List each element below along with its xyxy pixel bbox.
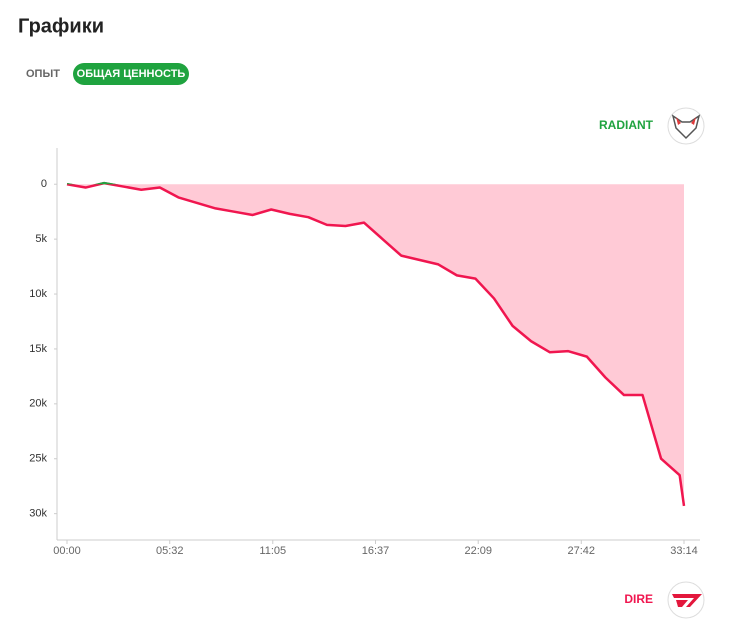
x-tick-label: 22:09 [464, 545, 492, 557]
x-tick-label: 33:14 [670, 545, 698, 557]
tab[interactable]: ОБЩАЯ ЦЕННОСТЬ [77, 68, 186, 80]
radiant-logo [667, 107, 705, 145]
dire-logo [667, 581, 705, 619]
area [67, 183, 684, 506]
team-label: RADIANT [599, 118, 654, 132]
team-label: DIRE [624, 592, 653, 606]
y-tick-label: 10k [29, 288, 47, 300]
dire-line [66, 181, 686, 507]
y-tick-label: 25k [29, 453, 47, 465]
tab-active-bg[interactable] [73, 63, 189, 85]
x-tick-label: 27:42 [568, 545, 596, 557]
page-title: Графики [18, 15, 104, 37]
y-tick-label: 20k [29, 398, 47, 410]
x-tick-label: 05:32 [156, 545, 184, 557]
y-tick-label: 0 [41, 178, 47, 190]
x-tick-label: 00:00 [53, 545, 81, 557]
y-tick-label: 30k [29, 508, 47, 520]
x-tick-label: 11:05 [259, 545, 286, 557]
y-tick-label: 15k [29, 343, 47, 355]
x-tick-label: 16:37 [362, 545, 390, 557]
y-tick-label: 5k [35, 233, 47, 245]
tab[interactable]: ОПЫТ [26, 68, 60, 80]
